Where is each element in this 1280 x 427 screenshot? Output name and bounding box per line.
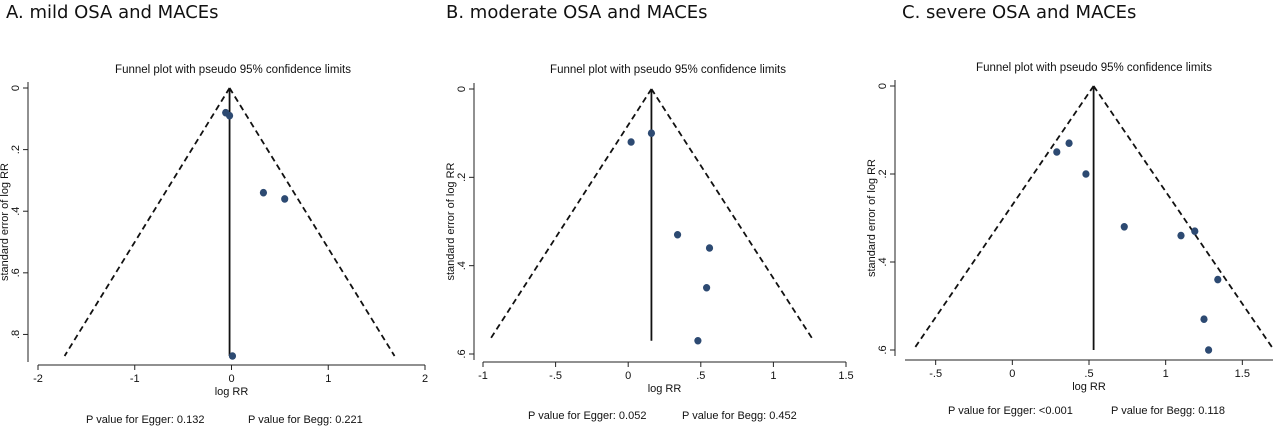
panel-b: Funnel plot with pseudo 95% confidence l… [430,0,855,427]
y-tick-label: 0 [10,85,22,91]
x-tick-label: -2 [33,373,43,385]
egger-p-value: P value for Egger: <0.001 [948,405,1073,417]
study-point [1120,223,1128,231]
y-tick-label: 0 [877,83,889,89]
x-tick-label: 0 [228,373,234,385]
y-tick-label: .8 [10,330,22,339]
x-tick-label: 0 [1009,368,1015,380]
plot-title: Funnel plot with pseudo 95% confidence l… [550,64,786,76]
study-point [1214,275,1222,284]
begg-p-value: P value for Begg: 0.452 [682,410,797,422]
y-tick-label: .2 [10,145,22,154]
study-point [228,352,237,360]
x-tick-label: -.5 [929,368,942,380]
x-tick-label: 0 [625,370,631,382]
x-tick-label: .5 [696,370,705,382]
funnel-plot-b: 0 .2 .4 .6 -1 -.5 0 .5 1 1.5 log RR standard error … [445,83,854,395]
x-axis-title: log RR [648,383,682,395]
x-tick-label: -.5 [549,370,562,382]
lower-confidence-limit-line [63,87,231,357]
study-point [1191,227,1199,235]
y-tick-label: .6 [877,345,889,354]
x-tick-label: .5 [1084,368,1093,380]
y-tick-label: .2 [456,173,468,182]
y-tick-label: .4 [456,261,468,270]
egger-p-value: P value for Egger: 0.052 [528,410,647,422]
funnel-plot-a: 0 .2 .4 .6 .8 -2 -1 0 1 2 log RR standard error of … [0,82,428,398]
y-tick-label: 0 [456,86,468,92]
y-tick-label: .2 [877,169,889,178]
study-point [259,188,268,197]
upper-confidence-limit-line [1092,85,1275,351]
plot-title: Funnel plot with pseudo 95% confidence l… [115,64,351,76]
study-point [647,129,656,137]
study-point [627,138,635,146]
egger-p-value: P value for Egger: 0.132 [86,414,205,426]
panel-a: A. mild OSA and MACEs Funnel plot with p… [0,0,430,427]
study-point [1082,170,1090,178]
x-tick-label: 1 [770,370,776,382]
study-point [225,111,234,120]
y-axis-title: standard error of log RR [445,162,457,280]
begg-p-value: P value for Begg: 0.221 [248,414,363,426]
study-point [1177,231,1185,240]
x-tick-label: 1 [1163,368,1169,380]
panel-title: B. moderate OSA and MACEs [446,2,708,23]
x-tick-label: 2 [422,373,428,385]
study-point [281,195,289,203]
study-point [1053,148,1061,156]
x-tick-label: -1 [478,370,488,382]
x-tick-label: 1.5 [1235,368,1250,380]
x-tick-label: 1 [325,373,331,385]
study-point [1065,139,1073,147]
upper-confidence-limit-line [650,88,815,342]
y-tick-label: .6 [456,349,468,358]
x-tick-label: 1.5 [838,370,853,382]
lower-confidence-limit-line [488,88,653,342]
study-point [1200,315,1208,324]
x-axis-title: log RR [1072,381,1106,393]
y-axis-title: standard error of log RR [0,163,11,281]
y-tick-label: .4 [10,207,22,216]
y-tick-label: .4 [877,257,889,266]
study-point [694,336,702,345]
panel-c: Funnel plot with pseudo 95% confidence l… [855,0,1280,427]
x-axis-title: log RR [215,386,249,398]
study-point [1205,346,1213,354]
study-point [705,244,714,252]
y-axis-title: standard error of log RR [866,159,878,277]
plot-title: Funnel plot with pseudo 95% confidence l… [976,62,1212,74]
panel-title: C. severe OSA and MACEs [902,2,1137,23]
upper-confidence-limit-line [228,87,396,357]
y-tick-label: .6 [10,268,22,277]
study-point [703,283,711,292]
panel-title: A. mild OSA and MACEs [6,2,219,23]
x-tick-label: -1 [130,373,140,385]
funnel-plot-c: 0 .2 .4 .6 -.5 0 .5 1 1.5 log RR standard error of… [866,80,1275,393]
study-point [673,230,682,239]
lower-confidence-limit-line [912,85,1095,351]
begg-p-value: P value for Begg: 0.118 [1111,405,1225,417]
